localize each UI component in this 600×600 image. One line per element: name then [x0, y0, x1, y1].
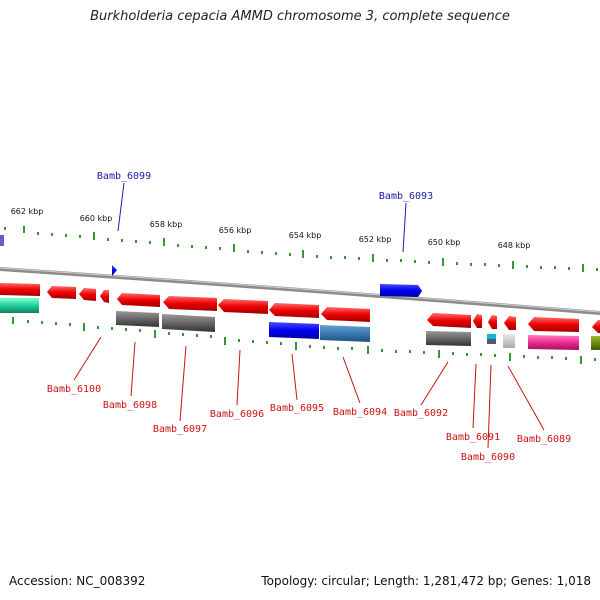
gene-feature[interactable]: [487, 339, 496, 344]
scale-label: 652 kbp: [359, 235, 392, 244]
gene-feature[interactable]: [162, 314, 215, 332]
gene-feature[interactable]: [528, 317, 579, 332]
gene-feature[interactable]: [0, 283, 40, 296]
scale-label: 650 kbp: [428, 238, 461, 247]
gene-feature[interactable]: [427, 313, 471, 328]
scale-label: 654 kbp: [289, 231, 322, 240]
gene-feature[interactable]: [487, 334, 496, 339]
gene-label-bamb-6099[interactable]: Bamb_6099: [97, 171, 151, 182]
gene-feature[interactable]: [0, 298, 39, 313]
gene-label-bamb-6092[interactable]: Bamb_6092: [394, 408, 448, 419]
gene-feature[interactable]: [117, 293, 160, 307]
gene-feature[interactable]: [218, 299, 268, 314]
topology-summary: Topology: circular; Length: 1,281,472 bp…: [261, 574, 591, 588]
gene-feature[interactable]: [112, 265, 117, 276]
gene-feature[interactable]: [473, 314, 482, 328]
gene-label-bamb-6091[interactable]: Bamb_6091: [446, 432, 500, 443]
gene-label-bamb-6095[interactable]: Bamb_6095: [270, 403, 324, 414]
gene-label-bamb-6100[interactable]: Bamb_6100: [47, 384, 101, 395]
gene-feature[interactable]: [269, 322, 319, 339]
accession-text: Accession: NC_008392: [9, 574, 146, 588]
gene-feature[interactable]: [0, 235, 4, 246]
gene-feature[interactable]: [47, 286, 76, 299]
gene-label-bamb-6097[interactable]: Bamb_6097: [153, 424, 207, 435]
gene-feature[interactable]: [591, 336, 600, 350]
gene-label-bamb-6089[interactable]: Bamb_6089: [517, 434, 571, 445]
chromosome-backbone: [0, 267, 600, 315]
gene-feature[interactable]: [528, 335, 579, 350]
scale-label: 648 kbp: [498, 241, 531, 250]
map-title: Burkholderia cepacia AMMD chromosome 3, …: [90, 9, 510, 24]
gene-feature[interactable]: [592, 320, 600, 333]
gene-feature[interactable]: [426, 331, 471, 346]
scale-label: 658 kbp: [150, 220, 183, 229]
gene-label-bamb-6098[interactable]: Bamb_6098: [103, 400, 157, 411]
gene-label-bamb-6093[interactable]: Bamb_6093: [379, 191, 433, 202]
gene-feature[interactable]: [488, 315, 497, 329]
outer-tick-row: [4, 226, 598, 272]
scale-label: 656 kbp: [219, 226, 252, 235]
gene-label-bamb-6096[interactable]: Bamb_6096: [210, 409, 264, 420]
gene-feature[interactable]: [321, 307, 370, 322]
gene-label-bamb-6090[interactable]: Bamb_6090: [461, 452, 515, 463]
gene-feature[interactable]: [269, 303, 319, 318]
gene-feature[interactable]: [380, 284, 422, 297]
gene-label-bamb-6094[interactable]: Bamb_6094: [333, 407, 387, 418]
gene-feature[interactable]: [100, 290, 109, 303]
gene-feature[interactable]: [320, 325, 370, 342]
gene-feature[interactable]: [116, 311, 159, 327]
inner-tick-row: [12, 317, 596, 364]
gene-feature[interactable]: [163, 296, 217, 311]
gene-feature[interactable]: [504, 316, 516, 330]
scale-label: 662 kbp: [11, 207, 44, 216]
gene-feature[interactable]: [79, 288, 96, 301]
gene-feature[interactable]: [503, 334, 515, 348]
scale-label: 660 kbp: [80, 214, 113, 223]
